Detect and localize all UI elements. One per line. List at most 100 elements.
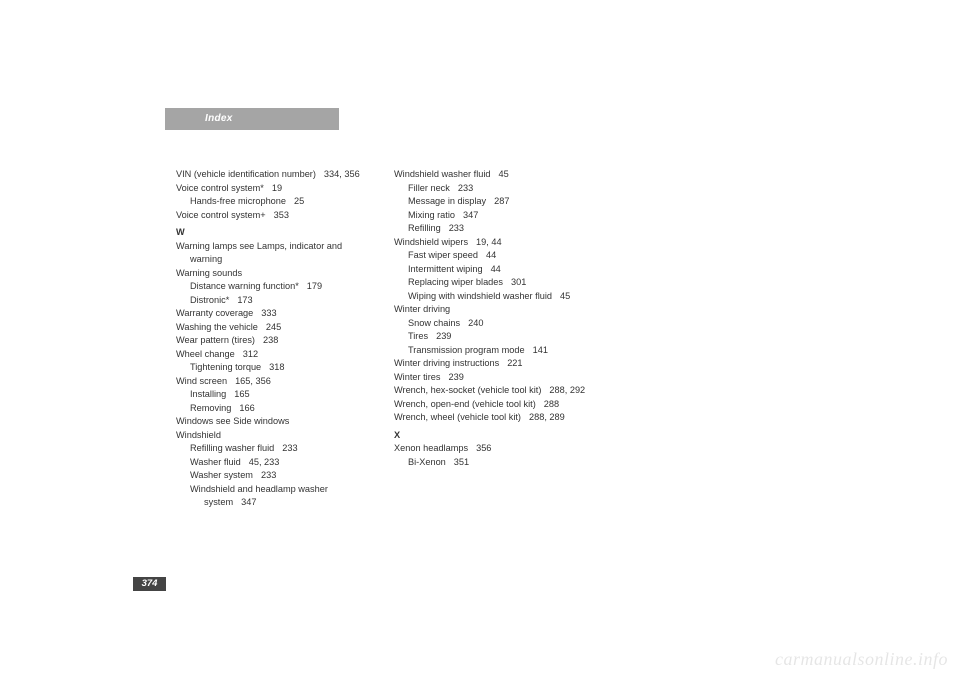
- index-entry: Wind screen 165, 356: [176, 375, 372, 389]
- index-entry-text: Windshield and headlamp washer system: [190, 484, 328, 508]
- index-entry-text: Message in display: [408, 196, 486, 206]
- index-page-ref: 238: [263, 335, 278, 345]
- index-entry-text: Wrench, open-end (vehicle tool kit): [394, 399, 536, 409]
- index-entry-text: Filler neck: [408, 183, 450, 193]
- watermark: carmanualsonline.info: [775, 649, 948, 670]
- index-entry-text: Winter driving instructions: [394, 358, 499, 368]
- index-page-ref: 318: [269, 362, 284, 372]
- index-entry: Removing 166: [176, 402, 372, 416]
- index-entry-text: Installing: [190, 389, 226, 399]
- index-entry: Winter driving: [394, 303, 590, 317]
- index-columns: VIN (vehicle identification number)334, …: [176, 168, 590, 510]
- index-entry: Replacing wiper blades301: [394, 276, 590, 290]
- index-page-ref: 141: [533, 345, 548, 355]
- index-entry-text: Distance warning function*: [190, 281, 299, 291]
- index-entry: Winter tires239: [394, 371, 590, 385]
- index-entry-text: Washing the vehicle: [176, 322, 258, 332]
- index-entry: Windshield wipers19, 44: [394, 236, 590, 250]
- index-entry: Intermittent wiping 44: [394, 263, 590, 277]
- index-page-ref: 45, 233: [249, 457, 280, 467]
- index-entry-text: Removing: [190, 403, 231, 413]
- index-page-ref: 312: [243, 349, 258, 359]
- index-page-ref: 288, 289: [529, 412, 565, 422]
- index-page-ref: 239: [448, 372, 463, 382]
- index-entry-text: Refilling: [408, 223, 441, 233]
- index-entry: Washer system 233: [176, 469, 372, 483]
- index-entry-text: Xenon headlamps: [394, 443, 468, 453]
- index-entry: Warranty coverage333: [176, 307, 372, 321]
- index-entry-text: Tires: [408, 331, 428, 341]
- index-page-ref: 288, 292: [549, 385, 585, 395]
- index-entry: Wrench, hex-socket (vehicle tool kit) 288…: [394, 384, 590, 398]
- index-entry-text: Snow chains: [408, 318, 460, 328]
- index-entry-text: Bi-Xenon: [408, 457, 446, 467]
- section-header: Index: [165, 108, 339, 130]
- index-entry: Filler neck233: [394, 182, 590, 196]
- index-page-ref: 165, 356: [235, 376, 271, 386]
- index-page-ref: 44: [486, 250, 496, 260]
- index-entry-text: Voice control system*: [176, 183, 264, 193]
- index-entry-text: Tightening torque: [190, 362, 261, 372]
- index-entry-text: Warning sounds: [176, 268, 242, 278]
- index-entry: Voice control system+353: [176, 209, 372, 223]
- index-entry: Refilling washer fluid 233: [176, 442, 372, 456]
- index-entry-text: W: [176, 227, 185, 237]
- index-entry-text: Wrench, hex-socket (vehicle tool kit): [394, 385, 541, 395]
- index-entry: Mixing ratio347: [394, 209, 590, 223]
- index-entry: Windows see Side windows: [176, 415, 372, 429]
- index-entry: Xenon headlamps356: [394, 442, 590, 456]
- index-page-ref: 166: [239, 403, 254, 413]
- page-number: 374: [133, 577, 166, 591]
- index-entry-text: Wind screen: [176, 376, 227, 386]
- index-page-ref: 351: [454, 457, 469, 467]
- index-entry-text: VIN (vehicle identification number): [176, 169, 316, 179]
- index-entry: Tires239: [394, 330, 590, 344]
- index-entry: Tightening torque 318: [176, 361, 372, 375]
- index-entry: Transmission program mode 141: [394, 344, 590, 358]
- index-entry: Windshield and headlamp washer system347: [176, 483, 372, 510]
- index-page-ref: 288: [544, 399, 559, 409]
- index-entry-text: Fast wiper speed: [408, 250, 478, 260]
- index-page-ref: 165: [234, 389, 249, 399]
- index-page-ref: 221: [507, 358, 522, 368]
- index-entry: Refilling 233: [394, 222, 590, 236]
- index-entry-text: Voice control system+: [176, 210, 266, 220]
- index-entry-text: Intermittent wiping: [408, 264, 483, 274]
- index-column-2: Windshield washer fluid45Filler neck233M…: [394, 168, 590, 510]
- index-entry-text: X: [394, 430, 400, 440]
- index-entry: Winter driving instructions 221: [394, 357, 590, 371]
- index-page-ref: 44: [491, 264, 501, 274]
- index-entry: Message in display287: [394, 195, 590, 209]
- index-entry-text: Winter driving: [394, 304, 450, 314]
- index-letter: X: [394, 429, 590, 443]
- index-entry: Snow chains 240: [394, 317, 590, 331]
- index-page-ref: 233: [449, 223, 464, 233]
- index-entry-text: Mixing ratio: [408, 210, 455, 220]
- index-page-ref: 45: [499, 169, 509, 179]
- index-page-ref: 301: [511, 277, 526, 287]
- index-page-ref: 233: [261, 470, 276, 480]
- index-entry: Warning sounds: [176, 267, 372, 281]
- index-entry-text: Windshield washer fluid: [394, 169, 491, 179]
- index-page-ref: 173: [237, 295, 252, 305]
- index-entry: Distance warning function*179: [176, 280, 372, 294]
- index-entry: Bi-Xenon 351: [394, 456, 590, 470]
- index-entry: Warning lamps see Lamps, indicator and w…: [176, 240, 372, 267]
- index-entry: Installing 165: [176, 388, 372, 402]
- index-page-ref: 45: [560, 291, 570, 301]
- index-entry-text: Distronic*: [190, 295, 229, 305]
- index-entry-text: Washer fluid: [190, 457, 241, 467]
- index-page-ref: 240: [468, 318, 483, 328]
- index-entry: VIN (vehicle identification number)334, …: [176, 168, 372, 182]
- index-page-ref: 233: [282, 443, 297, 453]
- index-entry: Wrench, wheel (vehicle tool kit)288, 289: [394, 411, 590, 425]
- index-entry: Windshield washer fluid 45: [394, 168, 590, 182]
- index-entry-text: Washer system: [190, 470, 253, 480]
- index-entry-text: Warranty coverage: [176, 308, 253, 318]
- index-entry: Washer fluid 45, 233: [176, 456, 372, 470]
- index-entry-text: Wear pattern (tires): [176, 335, 255, 345]
- index-entry-text: Refilling washer fluid: [190, 443, 274, 453]
- page: Index VIN (vehicle identification number…: [0, 0, 960, 678]
- index-entry-text: Transmission program mode: [408, 345, 525, 355]
- index-entry: Windshield: [176, 429, 372, 443]
